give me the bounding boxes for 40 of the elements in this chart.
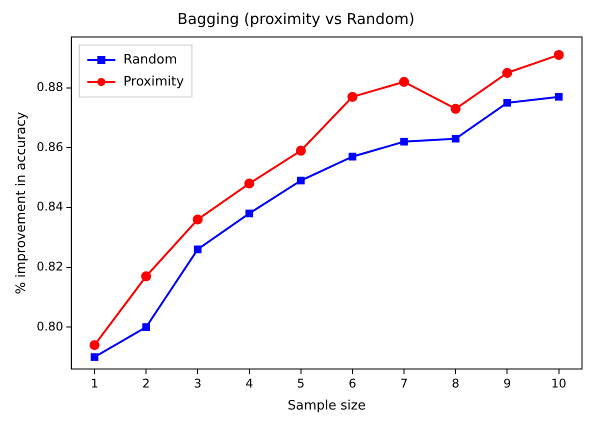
y-tick-label: 0.86 <box>36 140 64 154</box>
point <box>400 138 408 146</box>
x-tick-label: 2 <box>142 376 150 390</box>
y-tick-label: 0.84 <box>36 200 64 214</box>
x-tick-label: 7 <box>400 376 408 390</box>
x-axis-title: Sample size <box>288 398 366 414</box>
y-tick-label: 0.88 <box>36 80 64 94</box>
point <box>245 210 254 218</box>
x-tick-label: 6 <box>348 376 356 390</box>
point <box>192 214 203 224</box>
point <box>90 353 98 361</box>
point <box>399 76 410 87</box>
x-tick-label: 4 <box>245 376 254 390</box>
x-tick-label: 8 <box>452 376 460 390</box>
point <box>554 50 564 60</box>
point <box>142 323 150 331</box>
point <box>502 68 512 78</box>
point <box>244 178 254 189</box>
x-tick-label: 1 <box>90 376 98 390</box>
point <box>194 246 202 254</box>
y-tick-label: 0.82 <box>36 259 64 274</box>
x-tick-label: 3 <box>194 376 202 390</box>
y-axis-title: % improvement in accuracy <box>14 111 30 294</box>
point <box>141 271 152 282</box>
point <box>296 146 306 156</box>
point <box>90 340 100 350</box>
point <box>297 176 305 184</box>
x-tick-label: 9 <box>503 376 512 390</box>
point <box>348 152 356 160</box>
y-tick-label: 0.80 <box>36 319 64 334</box>
legend-label: Proximity <box>123 74 184 90</box>
point <box>503 98 512 107</box>
x-tick-label: 5 <box>297 376 305 390</box>
point <box>450 104 461 114</box>
legend-label: Random <box>123 52 178 68</box>
x-tick-label: 10 <box>551 376 566 390</box>
point <box>452 134 460 143</box>
chart-title: Bagging (proximity vs Random) <box>177 10 415 28</box>
point <box>347 92 358 102</box>
point <box>554 92 563 101</box>
